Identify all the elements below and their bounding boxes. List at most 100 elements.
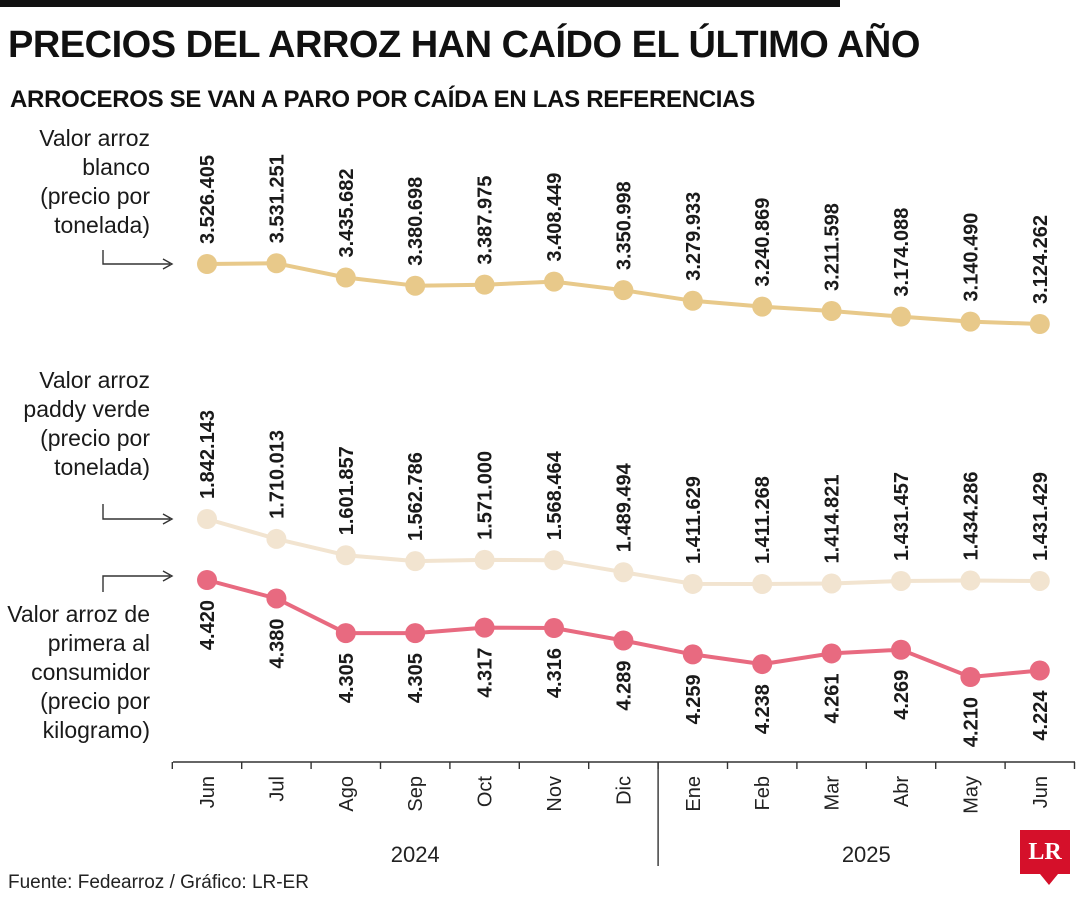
data-label-blanco: 3.240.869 <box>752 198 774 287</box>
series-label-line: (precio por <box>40 425 150 451</box>
data-labels: 3.526.405 3.531.251 3.435.682 3.380.698 3.38… <box>197 154 1052 747</box>
data-point-blanco <box>405 275 426 296</box>
data-label-blanco: 3.211.598 <box>822 203 844 291</box>
data-point-paddy <box>544 550 564 571</box>
data-point-consumidor <box>891 639 911 660</box>
data-point-consumidor <box>335 623 356 644</box>
x-tick-label: Feb <box>752 776 774 810</box>
data-point-blanco <box>613 280 634 301</box>
lr-logo: LR <box>1020 830 1070 874</box>
data-point-blanco <box>474 274 495 295</box>
data-point-consumidor <box>266 588 287 609</box>
data-label-consumidor: 4.259 <box>683 674 705 724</box>
x-tick-label: Jul <box>266 776 288 802</box>
data-point-blanco <box>960 311 981 332</box>
data-point-paddy <box>682 573 703 594</box>
data-label-consumidor: 4.261 <box>822 673 844 723</box>
data-label-blanco: 3.350.998 <box>613 181 635 270</box>
data-label-blanco: 3.435.682 <box>336 169 358 258</box>
data-label-blanco: 3.531.251 <box>266 154 288 243</box>
series-label-line: consumidor <box>31 659 150 685</box>
data-point-consumidor <box>1029 660 1050 681</box>
series-label-line: primera al <box>47 630 150 656</box>
year-label: 2025 <box>842 842 891 867</box>
data-point-blanco <box>821 300 842 321</box>
x-tick-label: Dic <box>613 776 635 805</box>
series-points <box>197 253 1050 687</box>
data-label-paddy: 1.431.457 <box>891 472 913 561</box>
source-note: Fuente: Fedearroz / Gráfico: LR-ER <box>8 872 309 893</box>
arrow-head-blanco <box>162 258 174 270</box>
data-label-consumidor: 4.289 <box>613 661 635 711</box>
data-label-blanco: 3.408.449 <box>544 173 566 262</box>
data-point-consumidor <box>474 617 495 638</box>
data-label-consumidor: 4.224 <box>1030 690 1052 741</box>
series-pointer-arrows <box>102 250 174 592</box>
series-label-line: (precio por <box>40 183 150 209</box>
data-label-consumidor: 4.317 <box>475 648 497 698</box>
data-label-consumidor: 4.269 <box>891 670 913 720</box>
data-point-consumidor <box>405 623 426 644</box>
data-point-consumidor <box>613 630 634 651</box>
data-point-consumidor <box>960 667 981 687</box>
data-label-paddy: 1.414.821 <box>822 474 844 563</box>
data-point-paddy <box>405 551 426 572</box>
data-label-paddy: 1.710.013 <box>266 430 288 519</box>
data-point-paddy <box>891 570 911 591</box>
arrow-paddy <box>102 504 170 520</box>
data-point-blanco <box>544 271 564 292</box>
data-point-paddy <box>197 509 217 529</box>
data-point-consumidor <box>821 643 842 664</box>
data-label-paddy: 1.411.629 <box>683 476 705 564</box>
data-label-paddy: 1.601.857 <box>336 446 358 535</box>
data-label-paddy: 1.562.786 <box>405 452 427 541</box>
data-point-paddy <box>960 570 981 591</box>
data-point-paddy <box>335 545 356 566</box>
arrow-consumidor <box>102 575 170 592</box>
arrow-blanco <box>102 250 170 265</box>
series-label-line: (precio por <box>40 688 150 714</box>
data-point-consumidor <box>682 644 703 665</box>
data-label-paddy: 1.431.429 <box>1030 472 1052 561</box>
data-label-paddy: 1.568.464 <box>544 450 566 540</box>
data-point-blanco <box>752 296 773 317</box>
data-point-consumidor <box>752 654 773 675</box>
top-rule <box>0 0 840 7</box>
series-label-line: kilogramo) <box>42 717 150 743</box>
data-point-blanco <box>335 267 356 288</box>
series-label-line: paddy verde <box>23 396 150 422</box>
data-label-paddy: 1.571.000 <box>475 451 497 540</box>
data-label-blanco: 3.174.088 <box>891 208 913 297</box>
series-label-line: Valor arroz <box>39 367 150 393</box>
chart-subtitle: ARROCEROS SE VAN A PARO POR CAÍDA EN LAS… <box>10 86 755 113</box>
data-label-blanco: 3.279.933 <box>683 192 705 281</box>
series-label-line: tonelada) <box>54 454 150 480</box>
data-point-blanco <box>682 290 703 311</box>
series-label-consumidor: Valor arroz de primera al consumidor (pr… <box>7 600 150 745</box>
x-tick-label: Ago <box>336 776 358 812</box>
data-point-paddy <box>821 573 842 594</box>
data-label-consumidor: 4.305 <box>336 653 358 703</box>
data-point-paddy <box>474 549 495 570</box>
data-label-consumidor: 4.420 <box>197 600 219 650</box>
data-label-blanco: 3.387.975 <box>475 176 497 265</box>
x-tick-label: May <box>960 776 982 814</box>
data-point-blanco <box>891 306 911 327</box>
data-label-paddy: 1.434.286 <box>960 472 982 561</box>
x-tick-label: Sep <box>405 776 427 812</box>
data-label-blanco: 3.380.698 <box>405 177 427 266</box>
data-point-consumidor <box>197 570 217 590</box>
data-label-consumidor: 4.380 <box>266 618 288 668</box>
data-point-blanco <box>266 253 287 274</box>
data-point-blanco <box>197 254 217 274</box>
series-label-blanco: Valor arroz blanco (precio por tonelada) <box>39 124 150 240</box>
x-tick-label: Ene <box>683 776 705 812</box>
data-label-consumidor: 4.305 <box>405 653 427 703</box>
data-point-paddy <box>1029 570 1050 591</box>
data-label-blanco: 3.526.405 <box>197 155 219 244</box>
series-label-line: Valor arroz de <box>7 601 150 627</box>
data-label-consumidor: 4.210 <box>960 697 982 747</box>
arrow-head-consumidor <box>162 570 174 582</box>
x-tick-label: Jun <box>197 776 219 808</box>
